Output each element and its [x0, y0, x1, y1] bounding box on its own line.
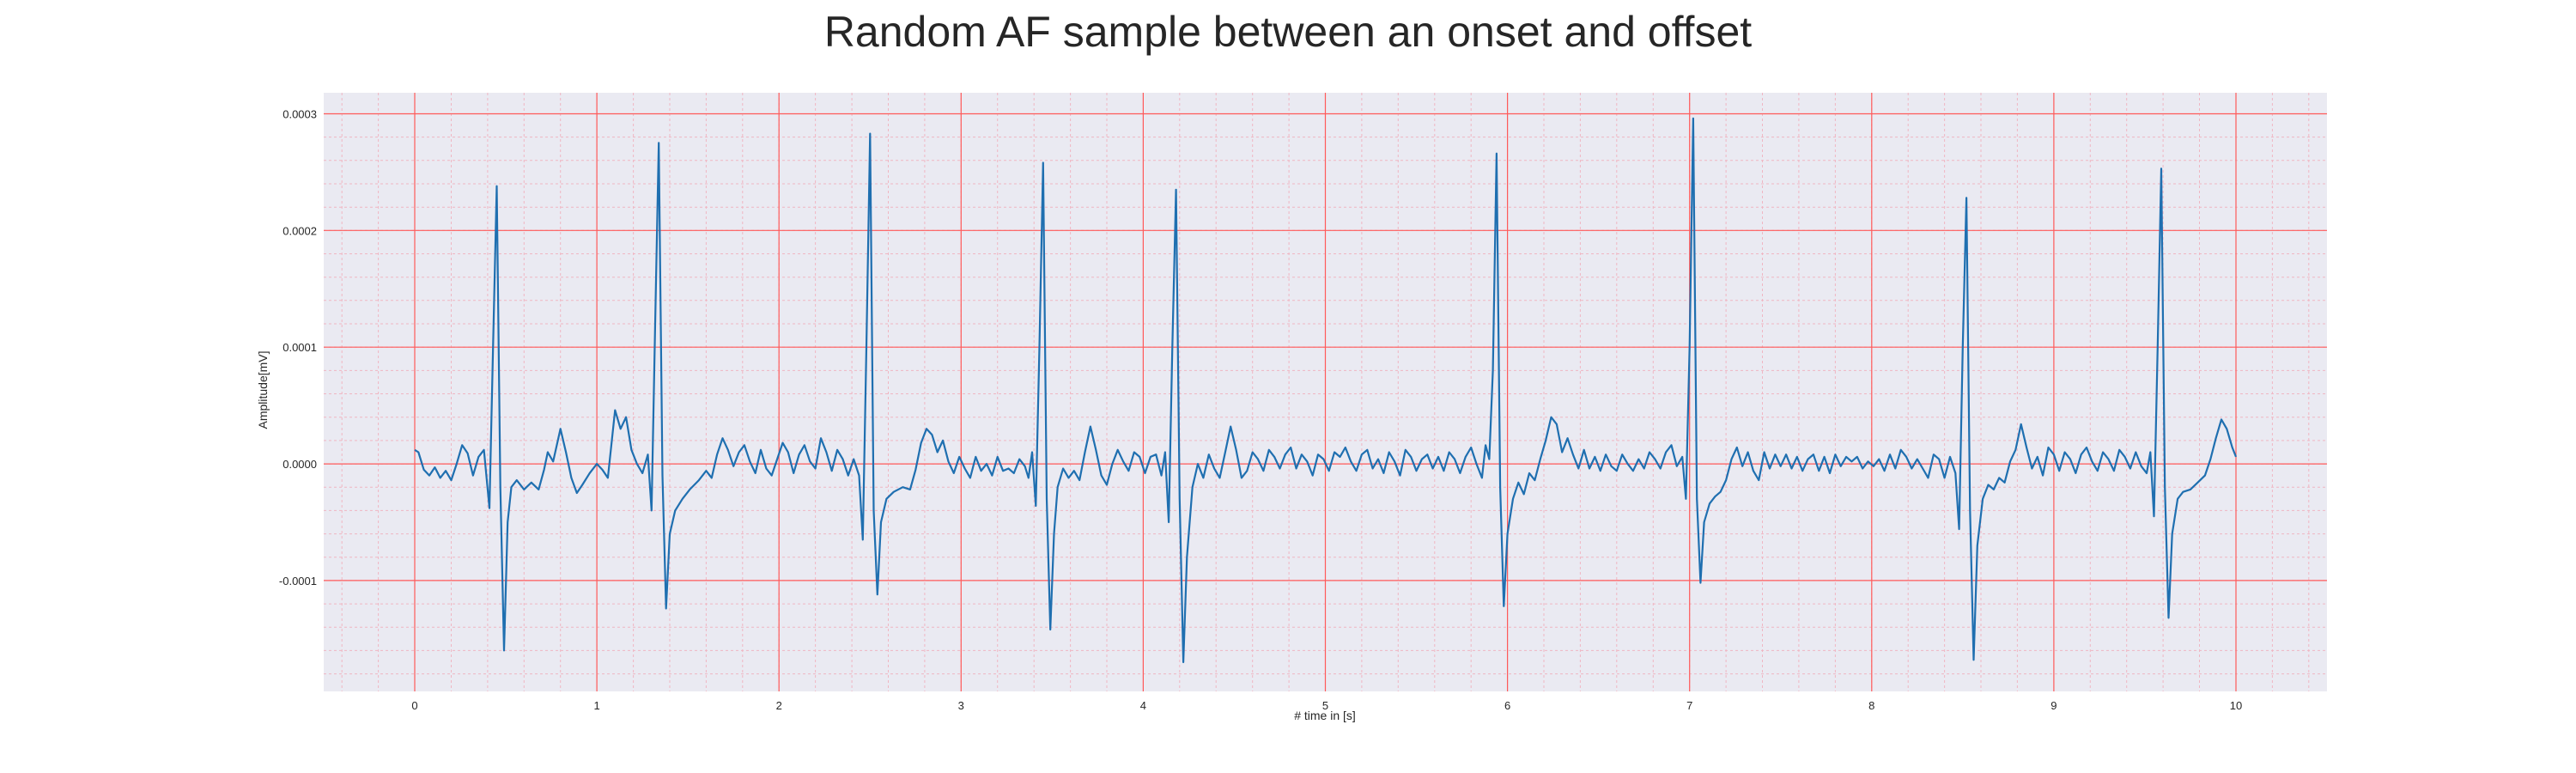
x-tick-label: 5 [1322, 699, 1328, 712]
x-tick-label: 1 [593, 699, 599, 712]
x-tick-label: 8 [1868, 699, 1874, 712]
y-tick-label: 0.0000 [283, 458, 317, 471]
x-axis-ticks: 0 1 2 3 4 5 6 7 8 9 10 [411, 699, 2242, 712]
y-axis-ticks: -0.0001 0.0000 0.0001 0.0002 0.0003 [279, 108, 317, 587]
x-tick-label: 0 [411, 699, 417, 712]
x-axis-label: # time in [s] [1294, 709, 1356, 722]
x-tick-label: 10 [2230, 699, 2242, 712]
x-tick-label: 3 [958, 699, 964, 712]
y-tick-label: 0.0002 [283, 224, 317, 237]
x-tick-label: 2 [776, 699, 782, 712]
y-axis-label: Amplitude[mV] [256, 350, 270, 429]
x-tick-label: 4 [1140, 699, 1146, 712]
x-tick-label: 9 [2050, 699, 2057, 712]
chart-title: Random AF sample between an onset and of… [824, 8, 1752, 56]
y-tick-label: -0.0001 [279, 575, 317, 587]
y-tick-label: 0.0001 [283, 341, 317, 354]
x-tick-label: 7 [1686, 699, 1692, 712]
x-tick-label: 6 [1504, 699, 1510, 712]
y-tick-label: 0.0003 [283, 108, 317, 121]
series-line [414, 117, 2238, 664]
